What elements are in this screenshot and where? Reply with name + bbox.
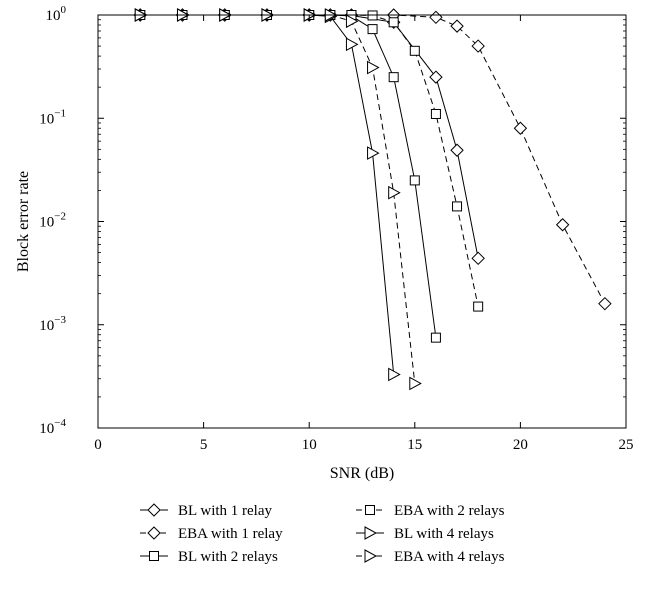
legend-marker [149, 551, 159, 561]
x-tick-label: 25 [619, 437, 634, 453]
legend-label: BL with 4 relays [394, 526, 494, 542]
series-bl-with-2-relays [135, 10, 441, 343]
data-point [388, 367, 401, 382]
y-tick-label: 10−4 [39, 417, 66, 437]
data-point [367, 146, 380, 160]
data-point [473, 301, 484, 312]
series-eba-with-2-relays [135, 10, 484, 312]
x-tick-label: 20 [513, 437, 528, 453]
legend-label: EBA with 1 relay [178, 526, 283, 542]
data-point [471, 39, 485, 53]
series-eba-with-1-relay [133, 8, 612, 311]
data-point [409, 175, 420, 186]
legend-marker [364, 526, 378, 540]
series-line [140, 14, 479, 259]
series-line [140, 14, 395, 375]
legend-marker [365, 505, 375, 515]
data-point [388, 72, 399, 83]
x-tick-label: 5 [200, 437, 208, 453]
legend-label: BL with 2 relays [178, 549, 278, 565]
data-point [345, 37, 359, 52]
data-point [452, 201, 463, 212]
data-point [429, 10, 443, 25]
data-point [598, 296, 612, 311]
x-axis-title: SNR (dB) [330, 465, 394, 482]
data-point [450, 143, 464, 157]
y-axis-title: Block error rate [15, 171, 32, 272]
legend-label: EBA with 2 relays [394, 503, 505, 519]
series-bl-with-1-relay [133, 8, 485, 266]
data-point [367, 60, 380, 75]
data-point [409, 376, 422, 391]
legend-item: EBA with 2 relays [356, 503, 505, 519]
data-point [367, 24, 378, 35]
legend-label: EBA with 4 relays [394, 549, 505, 565]
series-line [140, 14, 606, 304]
y-tick-label: 100 [46, 4, 67, 24]
x-tick-label: 15 [407, 437, 422, 453]
legend-marker [147, 526, 161, 540]
series-line [140, 14, 437, 338]
y-tick-label: 10−3 [39, 314, 66, 334]
data-point [345, 14, 359, 29]
legend-item: EBA with 4 relays [356, 549, 505, 565]
legend-item: BL with 2 relays [140, 549, 278, 565]
legend-item: EBA with 1 relay [140, 526, 283, 542]
y-tick-label: 10−1 [39, 107, 66, 127]
legend-marker [147, 503, 161, 517]
data-point [429, 70, 443, 84]
data-point [409, 45, 420, 56]
plot-frame [97, 14, 627, 429]
legend-label: BL with 1 relay [178, 503, 273, 519]
legend-item: BL with 1 relay [140, 503, 273, 519]
data-point [430, 332, 441, 343]
data-point [555, 218, 570, 232]
data-point [430, 108, 441, 119]
axes: 0 5 10 15 20 25 100 10−1 10−2 10−3 10−4 SNR (dB) Blo… [15, 4, 634, 482]
series-line [140, 14, 479, 307]
data-point [513, 121, 528, 135]
x-tick-label: 0 [94, 437, 102, 453]
x-tick-label: 10 [302, 437, 317, 453]
data-point [471, 251, 485, 266]
legend: BL with 1 relay EBA with 1 relay BL with 2… [140, 503, 505, 565]
data-point [450, 19, 464, 33]
series-bl-with-4-relays [134, 8, 401, 382]
y-tick-label: 10−2 [39, 211, 66, 231]
legend-item: BL with 4 relays [356, 526, 494, 542]
data-point [388, 185, 401, 200]
legend-marker [364, 549, 378, 563]
series-eba-with-4-relays [134, 8, 422, 391]
data-point [388, 17, 399, 28]
plot-area [133, 8, 612, 391]
